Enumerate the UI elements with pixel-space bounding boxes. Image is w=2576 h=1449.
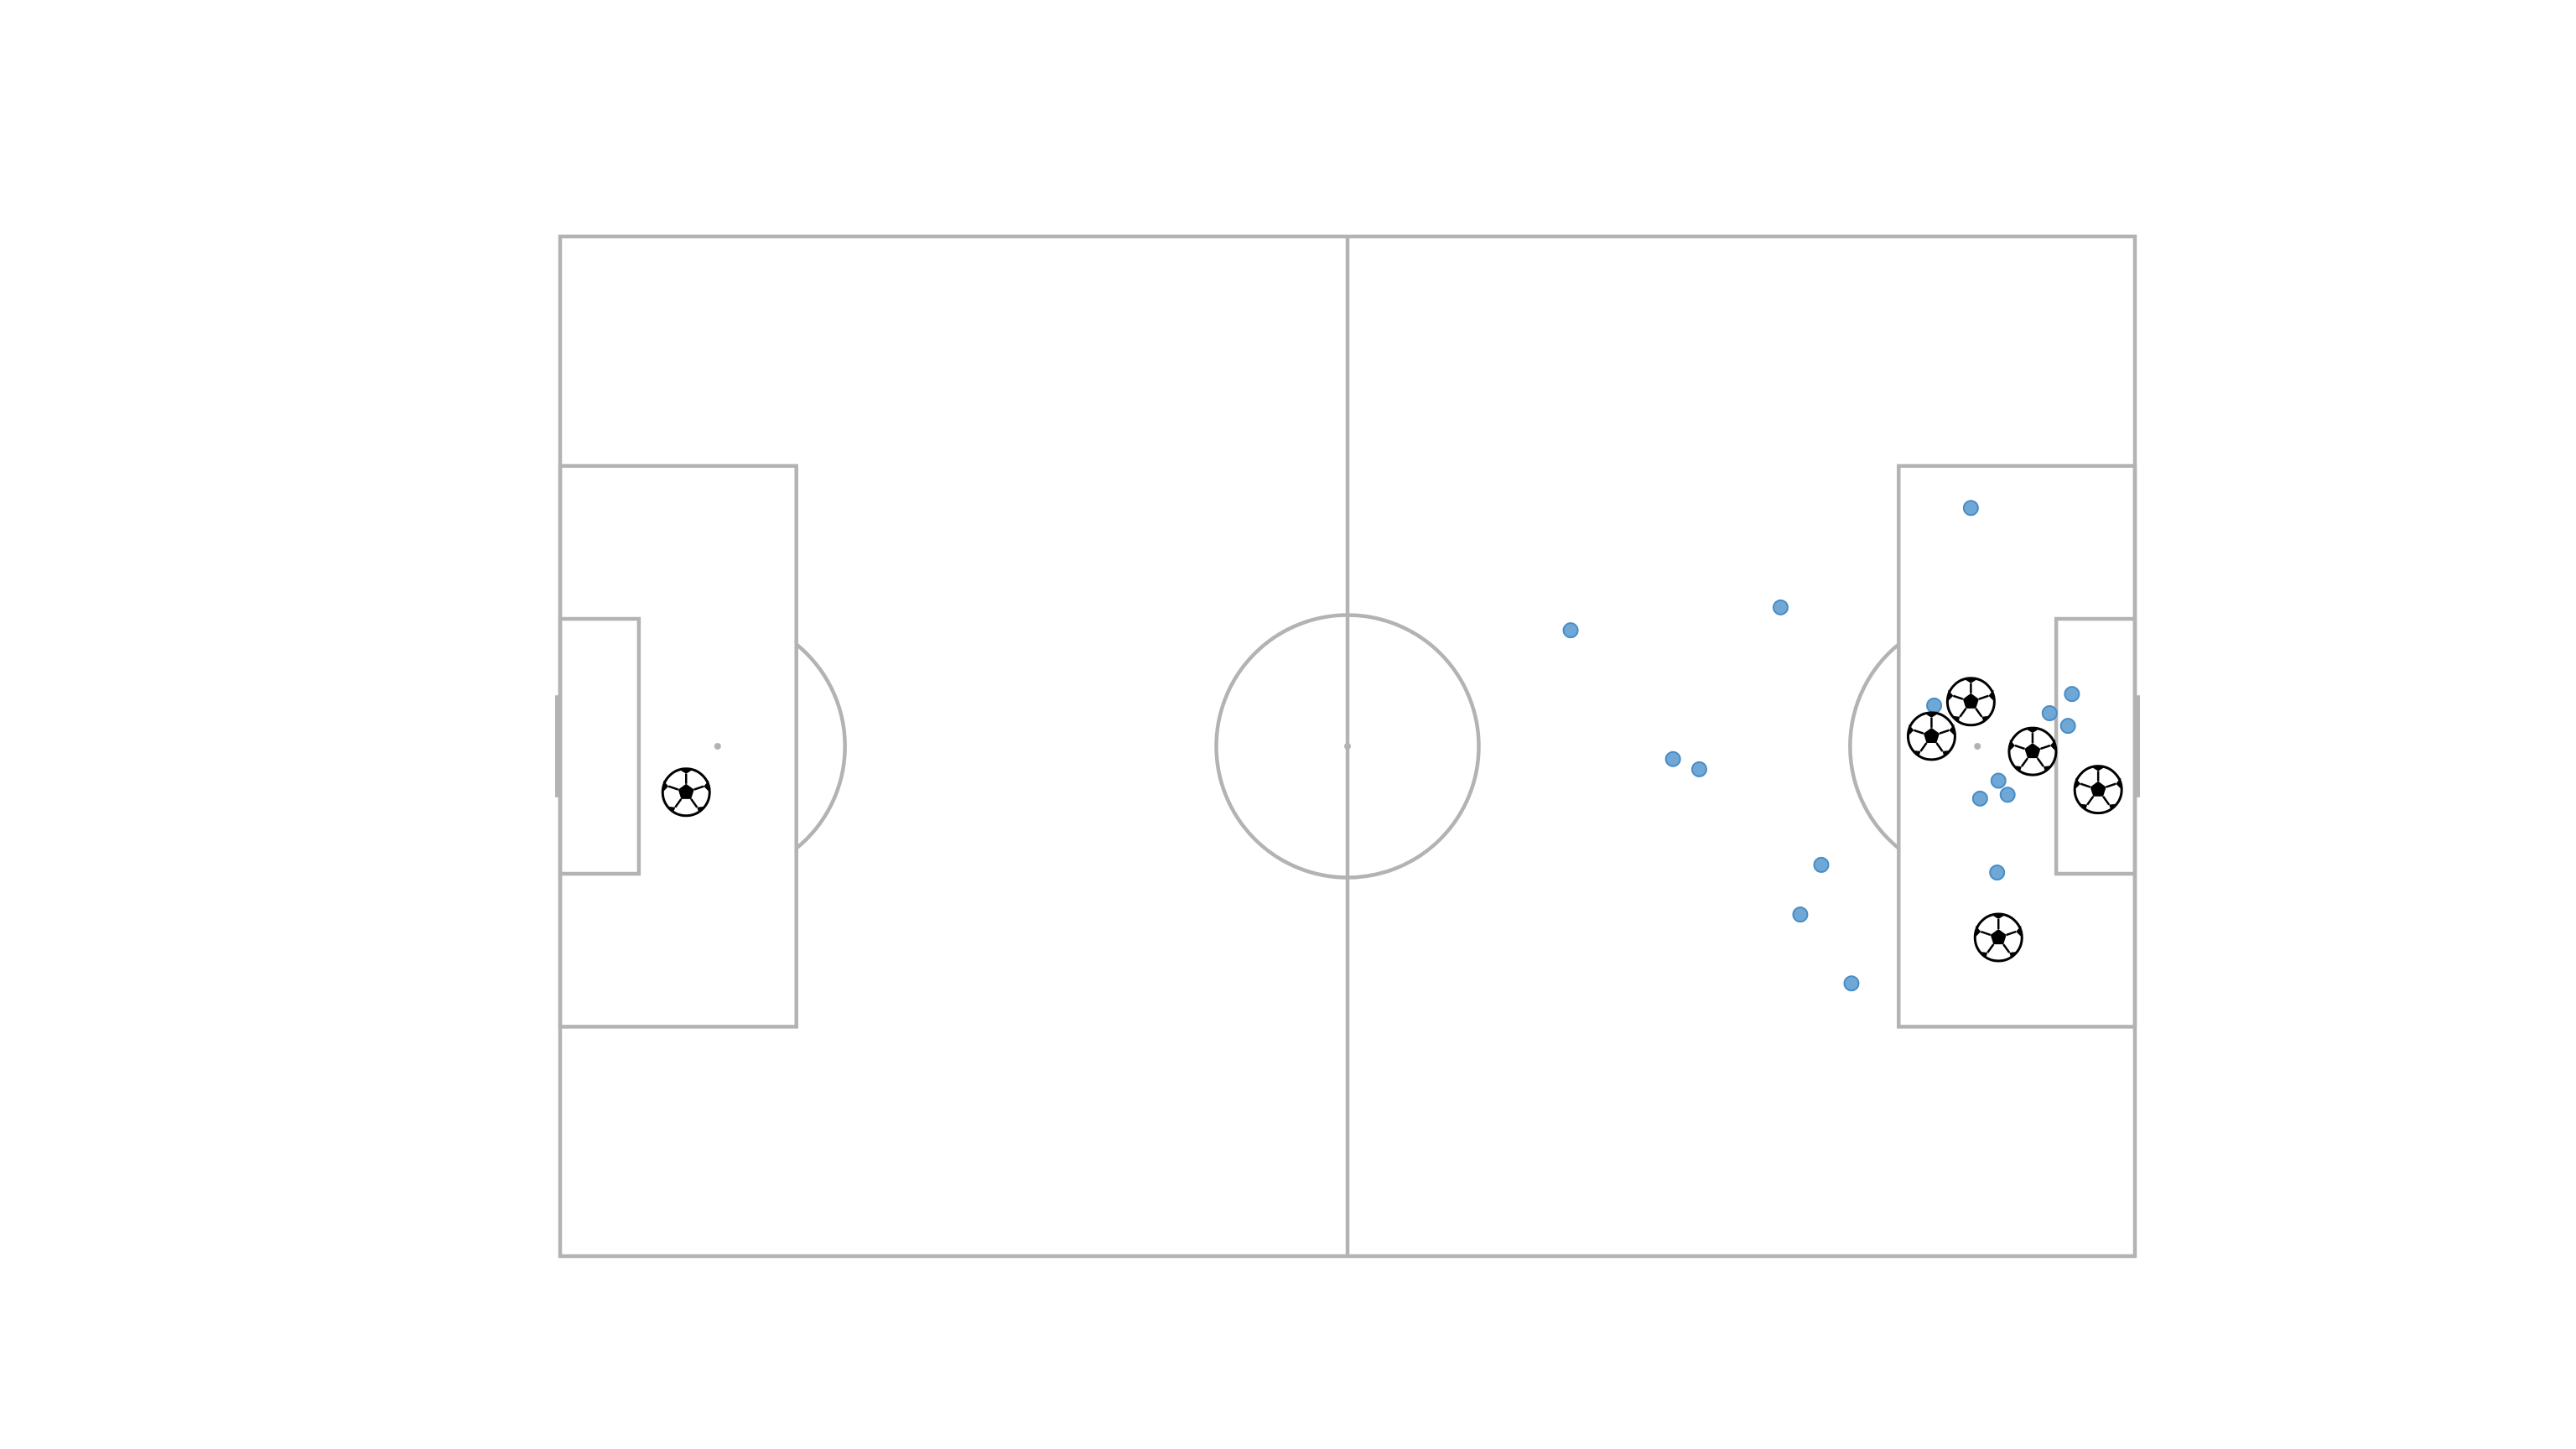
shot-dot xyxy=(2064,686,2080,703)
shot-dot xyxy=(1792,906,1809,923)
shot-dot xyxy=(1813,856,1830,873)
shot-markers xyxy=(661,500,2123,992)
football-icon xyxy=(1945,677,1996,727)
shot-dot xyxy=(1990,772,2007,789)
football-icon xyxy=(1973,912,2023,963)
shot-dot xyxy=(1843,975,1860,992)
football-pitch xyxy=(555,234,2140,1259)
shot-dot xyxy=(2059,718,2076,735)
right-goal xyxy=(2135,695,2140,797)
football-icon xyxy=(661,767,711,818)
left-goal xyxy=(555,695,560,797)
football-icon xyxy=(1906,711,1956,761)
shot-dot xyxy=(1989,864,2006,880)
centre-spot xyxy=(1344,743,1351,750)
left-six-yard-box xyxy=(558,616,641,876)
shot-dot xyxy=(1665,750,1681,767)
shot-dot xyxy=(1999,787,2016,803)
shot-dot xyxy=(2041,704,2058,721)
left-penalty-box xyxy=(558,464,798,1029)
shot-dot xyxy=(1690,761,1707,777)
shot-dot xyxy=(1926,697,1943,714)
shot-dot xyxy=(1772,599,1789,615)
right-penalty-spot xyxy=(1974,743,1981,750)
shot-dot xyxy=(1562,622,1579,639)
football-icon xyxy=(2073,765,2123,815)
right-penalty-arc xyxy=(1848,642,1900,850)
left-penalty-spot xyxy=(714,743,721,750)
centre-circle xyxy=(1214,613,1481,880)
shot-dot xyxy=(1962,500,1979,517)
shot-dot xyxy=(1971,790,1988,807)
football-icon xyxy=(2007,726,2058,776)
left-penalty-arc xyxy=(795,642,847,850)
right-six-yard-box xyxy=(2054,616,2137,876)
